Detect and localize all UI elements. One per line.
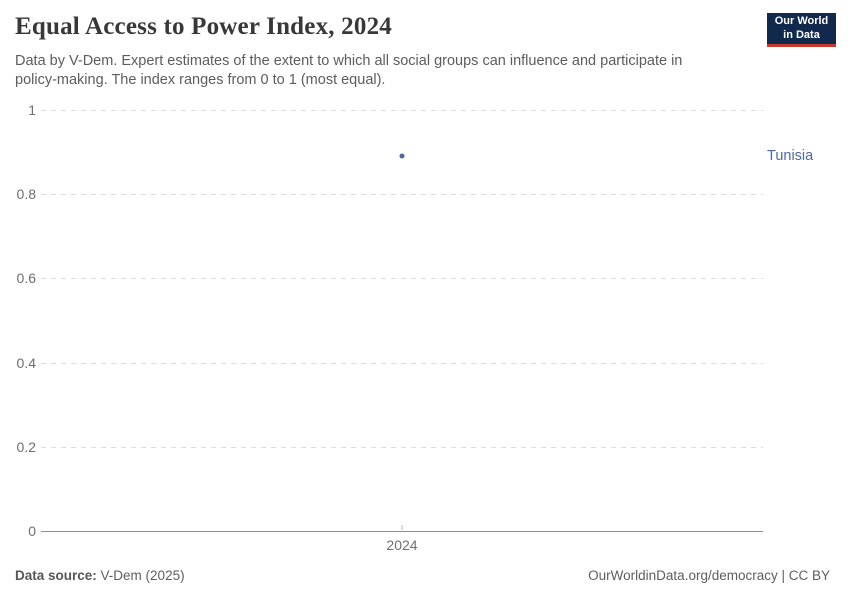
data-source-label: Data source: (15, 568, 97, 583)
data-source-note: Data source: V-Dem (2025) (15, 568, 185, 583)
gridline (41, 446, 763, 448)
data-source-value: V-Dem (2025) (100, 568, 185, 583)
owid-logo-line1: Our World (774, 14, 829, 27)
data-point-tunisia[interactable] (399, 153, 405, 159)
gridline (41, 194, 763, 196)
series-label-tunisia[interactable]: Tunisia (767, 148, 814, 165)
y-tick-label: 0.6 (16, 270, 36, 287)
gridline (41, 110, 763, 111)
y-tick-label: 0 (28, 523, 36, 539)
owid-url-link[interactable]: OurWorldinData.org/democracy | CC BY (588, 568, 830, 583)
owid-logo-line2: in Data (783, 28, 820, 41)
y-tick-label: 1 (28, 102, 36, 118)
y-tick-label: 0.2 (16, 438, 36, 455)
gridline (41, 278, 763, 280)
y-axis-labels: 0 0.2 0.4 0.6 0.8 1 (0, 102, 36, 539)
chart-subtitle: Data by V-Dem. Expert estimates of the e… (15, 53, 683, 88)
plot-area: 2024 Tunisia (41, 110, 813, 553)
y-tick-label: 0.4 (16, 354, 36, 371)
y-tick-label: 0.8 (16, 186, 36, 203)
chart-title: Equal Access to Power Index, 2024 (15, 13, 392, 40)
footer: Data source: V-Dem (2025) OurWorldinData… (15, 568, 830, 583)
x-tick-mark (401, 525, 403, 530)
x-axis-line (41, 531, 763, 532)
owid-logo[interactable]: Our World in Data (767, 13, 836, 47)
gridline (41, 362, 763, 364)
x-tick-label: 2024 (386, 537, 418, 553)
